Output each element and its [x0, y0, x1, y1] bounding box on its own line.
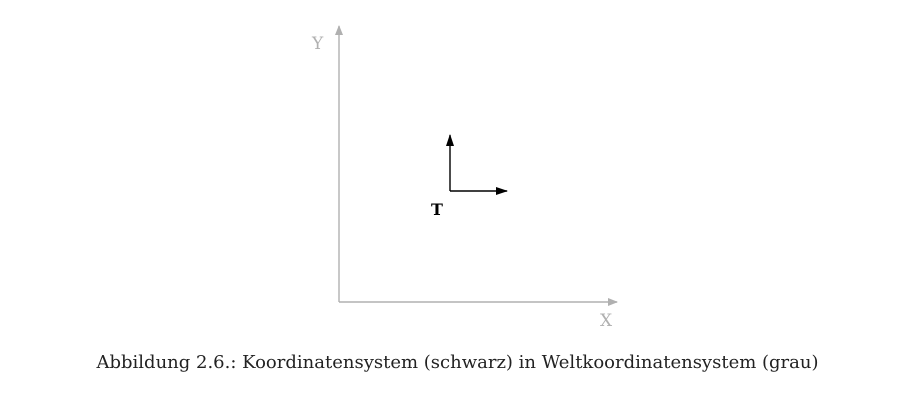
world-coordinate-system: Y X — [311, 25, 618, 331]
world-y-label: Y — [311, 34, 324, 54]
local-frame-label: T — [431, 200, 443, 219]
world-x-label: X — [600, 311, 613, 331]
coordinate-diagram: Y X T — [311, 25, 618, 331]
local-coordinate-system: T — [431, 134, 508, 219]
figure-caption: Abbildung 2.6.: Koordinatensystem (schwa… — [96, 352, 819, 373]
